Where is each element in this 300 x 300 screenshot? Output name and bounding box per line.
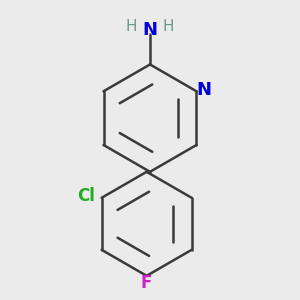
Text: H: H <box>126 19 137 34</box>
Text: Cl: Cl <box>78 187 95 205</box>
Text: F: F <box>141 274 152 292</box>
Text: N: N <box>196 81 211 99</box>
Text: N: N <box>142 21 158 39</box>
Text: H: H <box>163 19 174 34</box>
